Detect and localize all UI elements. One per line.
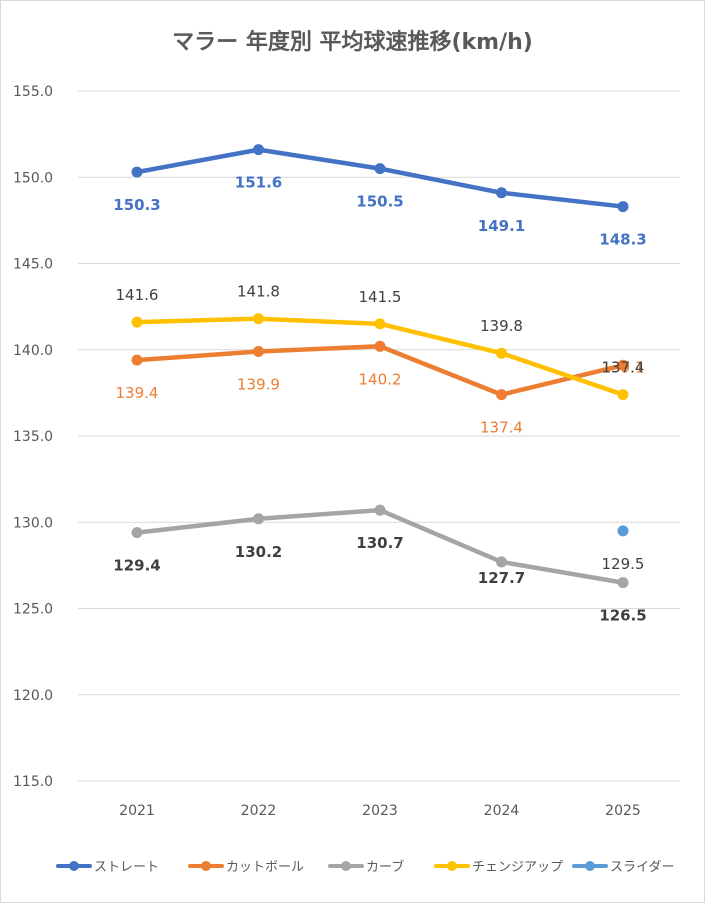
data-label: 130.7 [356, 534, 403, 552]
x-tick-label: 2024 [484, 803, 520, 819]
y-tick-label: 145.0 [13, 257, 53, 273]
data-label: 127.7 [478, 569, 525, 587]
data-point [131, 354, 143, 366]
y-tick-label: 140.0 [13, 343, 53, 359]
data-point [496, 556, 507, 568]
legend-marker [201, 861, 211, 871]
data-label: 137.4 [602, 359, 645, 377]
data-point [496, 389, 507, 401]
chart-title: マラー 年度別 平均球速推移(km/h) [172, 30, 533, 55]
data-point [496, 347, 507, 359]
data-point [374, 340, 386, 352]
data-point [617, 201, 629, 213]
x-tick-label: 2021 [119, 803, 155, 819]
data-point [617, 389, 629, 401]
data-label: 148.3 [599, 231, 646, 249]
data-label: 141.8 [237, 283, 280, 301]
data-label: 140.2 [359, 370, 402, 388]
data-point [253, 345, 264, 357]
y-tick-label: 135.0 [13, 429, 53, 445]
data-label: 150.3 [113, 196, 160, 214]
legend-label: ストレート [94, 860, 159, 875]
data-label: 130.2 [235, 543, 282, 561]
data-label: 141.6 [116, 286, 159, 304]
data-point [617, 359, 629, 371]
data-point [617, 525, 629, 537]
data-point [617, 577, 629, 589]
legend-label: チェンジアップ [472, 860, 563, 875]
legend-marker [341, 861, 351, 871]
y-tick-label: 130.0 [13, 515, 53, 531]
data-label: 139.1 [602, 358, 645, 376]
y-tick-label: 150.0 [13, 170, 53, 186]
data-label: 149.1 [478, 217, 525, 235]
legend-marker [69, 861, 79, 871]
data-label: 141.5 [359, 288, 402, 306]
data-label: 137.4 [480, 419, 523, 437]
data-point [374, 318, 386, 330]
legend-label: カットボール [226, 860, 304, 875]
data-point [131, 166, 143, 178]
x-tick-label: 2023 [362, 803, 398, 819]
data-label: 139.8 [480, 317, 523, 335]
legend-label: スライダー [610, 860, 674, 875]
data-label: 126.5 [599, 607, 646, 625]
y-tick-label: 115.0 [13, 774, 53, 790]
y-tick-label: 125.0 [13, 602, 53, 618]
data-point [131, 527, 143, 539]
x-tick-label: 2025 [605, 803, 641, 819]
legend-marker [447, 861, 457, 871]
data-point [374, 504, 386, 516]
data-label: 139.4 [116, 384, 159, 402]
data-point [253, 144, 264, 156]
data-label: 139.9 [237, 375, 280, 393]
x-tick-label: 2022 [241, 803, 277, 819]
data-point [253, 313, 264, 325]
data-point [496, 187, 507, 199]
data-label: 151.6 [235, 174, 282, 192]
data-label: 129.4 [113, 557, 160, 575]
data-point [374, 163, 386, 175]
y-tick-label: 155.0 [13, 84, 53, 100]
data-label: 150.5 [356, 193, 403, 211]
data-label: 129.5 [602, 555, 645, 573]
data-point [253, 513, 264, 525]
y-tick-label: 120.0 [13, 688, 53, 704]
legend-marker [585, 861, 595, 871]
data-point [131, 316, 143, 328]
legend-label: カーブ [366, 859, 404, 875]
